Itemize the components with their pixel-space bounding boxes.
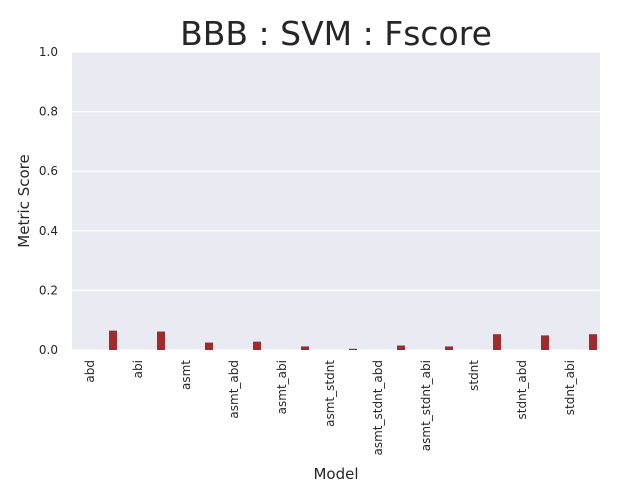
x-tick-label: abd [83, 360, 97, 383]
x-tick-label: stdnt [467, 360, 481, 391]
bar-abi [157, 331, 165, 350]
bar-asmt-stdnt [349, 348, 357, 350]
y-tick-label: 1.0 [39, 45, 58, 59]
x-tick-label: stdnt_abd [515, 360, 529, 419]
grid-lines [72, 51, 600, 351]
x-tick-label: asmt_stdnt_abi [419, 360, 433, 451]
x-tick-label: asmt_stdnt [323, 360, 337, 427]
bar-stdnt-abd [541, 335, 549, 350]
y-tick-label: 0.0 [39, 343, 58, 357]
x-tick-label: asmt_abi [275, 360, 289, 414]
y-tick-label: 0.4 [39, 224, 58, 238]
y-tick-label: 0.2 [39, 283, 58, 297]
y-ticks: 0.0 0.2 0.4 0.6 0.8 1.0 [39, 45, 58, 357]
y-axis-label: Metric Score [15, 154, 33, 247]
x-axis-label: Model [313, 465, 358, 483]
bar-asmt-abi [301, 346, 309, 350]
bar-asmt [205, 342, 213, 350]
x-tick-label: abi [131, 360, 145, 378]
bars [109, 330, 597, 350]
bar-stdnt-abi [589, 334, 597, 350]
bar-abd [109, 330, 117, 350]
y-tick-label: 0.6 [39, 164, 58, 178]
x-ticks: abd abi asmt asmt_abd asmt_abi asmt_stdnt asmt… [83, 360, 577, 456]
bar-stdnt [493, 334, 501, 350]
x-tick-label: stdnt_abi [563, 360, 577, 415]
y-tick-label: 0.8 [39, 105, 58, 119]
bar-asmt-abd [253, 341, 261, 350]
x-tick-label: asmt [179, 360, 193, 390]
x-tick-label: asmt_stdnt_abd [371, 360, 385, 455]
chart-title: BBB : SVM : Fscore [180, 14, 492, 53]
bar-asmt-stdnt-abi [445, 346, 453, 350]
plot-area [72, 52, 600, 350]
bar-asmt-stdnt-abd [397, 345, 405, 350]
x-tick-label: asmt_abd [227, 360, 241, 419]
